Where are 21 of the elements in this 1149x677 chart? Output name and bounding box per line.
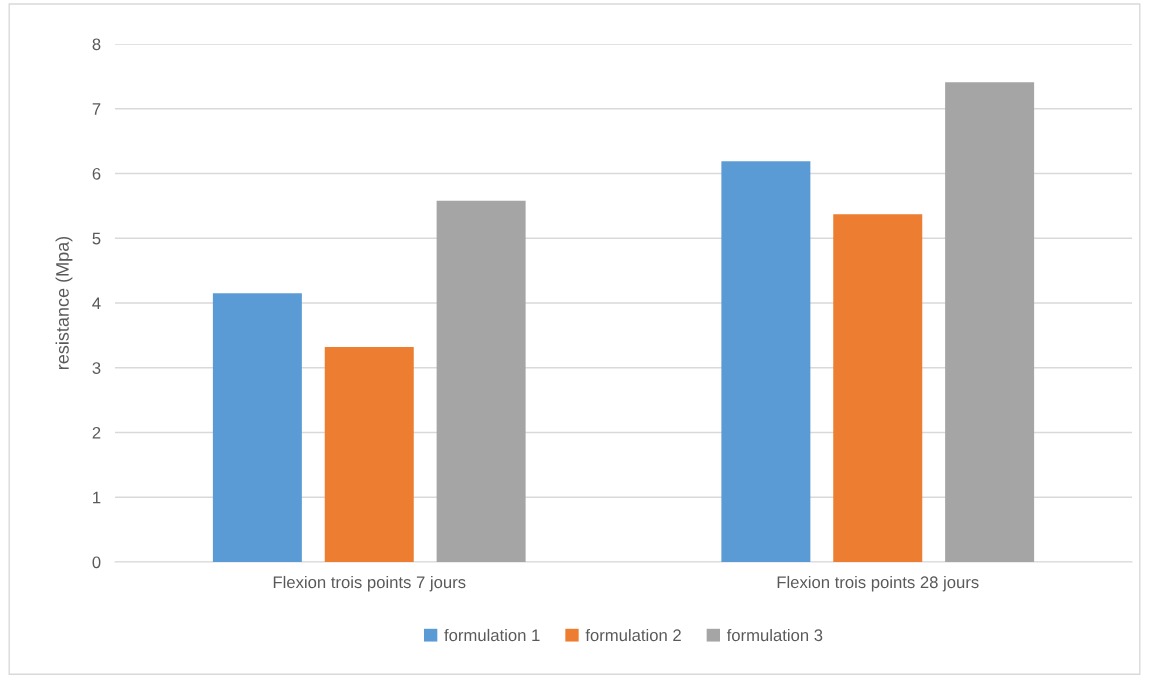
bar [324, 347, 414, 562]
y-tick-label: 8 [92, 38, 101, 51]
x-tick-label: Flexion trois points 7 jours [273, 575, 466, 592]
x-tick-label: Flexion trois points 28 jours [777, 575, 979, 592]
bar [945, 82, 1035, 562]
y-tick-label: 0 [92, 556, 101, 569]
bar [721, 161, 811, 562]
y-tick-label: 7 [92, 103, 101, 115]
y-tick-label: 5 [92, 232, 101, 245]
y-tick-label: 1 [93, 491, 101, 504]
y-tick-label: 6 [92, 167, 101, 180]
bar [436, 200, 526, 562]
bar [833, 214, 923, 562]
y-tick-label: 3 [92, 362, 101, 374]
bar [212, 293, 302, 562]
legend-label: formulation 3 [726, 628, 823, 642]
y-tick-label: 4 [92, 297, 101, 310]
y-tick-label: 2 [92, 426, 101, 439]
y-axis-title: resistance (Mpa) [55, 236, 73, 370]
legend-label: formulation 2 [585, 628, 681, 642]
legend-label: formulation 1 [444, 628, 540, 642]
